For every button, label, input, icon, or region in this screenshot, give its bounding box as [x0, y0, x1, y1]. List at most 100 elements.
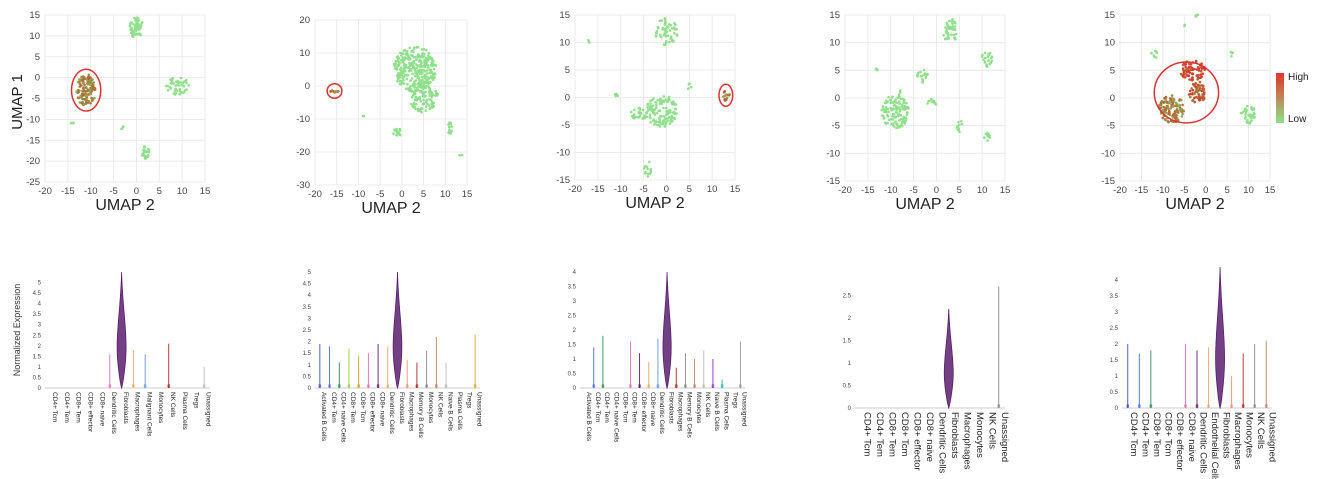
- cell-point: [1153, 49, 1157, 53]
- category-label: CD4+ Tcm: [51, 392, 58, 422]
- cell-point: [174, 80, 178, 84]
- cell-point: [641, 108, 645, 112]
- category-label: NK Cells: [704, 392, 711, 418]
- cell-point: [1198, 88, 1201, 92]
- cell-point: [983, 61, 987, 64]
- expression-legend: High Low: [1276, 72, 1309, 125]
- y-tick-label: 5: [38, 281, 42, 287]
- cell-point: [137, 17, 140, 20]
- cell-point: [649, 99, 652, 103]
- cell-point: [1167, 109, 1171, 113]
- x-tick-label: -10: [84, 186, 98, 197]
- cell-point: [180, 91, 184, 94]
- cell-point: [1162, 105, 1165, 109]
- cell-point: [1202, 91, 1206, 94]
- cell-point: [947, 19, 951, 23]
- cell-point: [662, 106, 665, 110]
- cell-point: [90, 84, 94, 87]
- cell-point: [174, 87, 177, 91]
- cell-point: [1193, 100, 1197, 104]
- cell-point: [988, 62, 991, 66]
- cell-point: [725, 96, 729, 100]
- highlight-circle: [1153, 61, 1220, 124]
- cell-point: [450, 129, 453, 133]
- cell-point: [669, 117, 673, 121]
- cell-point: [416, 107, 420, 111]
- y-tick-label: -5: [832, 121, 840, 132]
- category-label: Unassigned: [999, 412, 1010, 462]
- category-label: Fibroblasts: [398, 392, 405, 425]
- cell-point: [646, 172, 650, 176]
- cell-point: [82, 87, 85, 90]
- cell-point: [670, 114, 673, 118]
- cell-point: [407, 66, 411, 70]
- category-label: Fibroblasts: [122, 392, 129, 425]
- cell-point: [86, 89, 89, 93]
- cell-point: [646, 109, 650, 112]
- y-tick-label: 0.5: [33, 375, 42, 381]
- violin-base: [405, 384, 409, 388]
- cell-point: [687, 82, 691, 86]
- y-tick-label: 0.5: [303, 374, 312, 380]
- cell-point: [669, 37, 672, 40]
- cell-point: [142, 148, 145, 152]
- category-label: Unassigned: [475, 392, 482, 427]
- x-axis-title: UMAP 2: [1165, 196, 1224, 213]
- cell-point: [425, 102, 429, 106]
- cell-point: [643, 114, 646, 117]
- cell-point: [982, 58, 985, 61]
- y-tick-label: 0.5: [1110, 390, 1119, 396]
- cell-point: [1198, 76, 1202, 80]
- cell-point: [668, 122, 672, 125]
- category-label: Fibroblasts: [1220, 412, 1231, 459]
- x-tick-label: -5: [376, 189, 384, 200]
- cell-point: [139, 33, 142, 37]
- cell-point: [653, 108, 656, 112]
- category-label: CD8+ Tem: [631, 392, 638, 423]
- cell-point: [956, 126, 959, 130]
- cell-point: [893, 115, 896, 119]
- cell-point: [985, 64, 989, 67]
- cell-point: [668, 40, 671, 44]
- cell-point: [81, 75, 85, 78]
- cell-point: [399, 79, 403, 83]
- y-tick-label: 4: [38, 302, 42, 308]
- cell-point: [406, 53, 410, 56]
- cell-point: [132, 35, 135, 38]
- cell-point: [672, 39, 675, 43]
- category-label: CD8+ Tcm: [1163, 412, 1174, 457]
- cell-point: [421, 52, 425, 55]
- violin-base: [347, 384, 351, 388]
- cell-point: [89, 86, 92, 90]
- cell-point: [646, 106, 649, 109]
- category-label: Monocytes: [157, 392, 164, 424]
- y-tick-label: -15: [556, 175, 570, 186]
- cell-point: [1231, 51, 1235, 54]
- y-tick-label: 5: [565, 65, 570, 76]
- cell-point: [133, 16, 136, 20]
- cell-point: [179, 81, 182, 84]
- cell-point: [431, 106, 434, 109]
- category-label: Unassigned: [741, 392, 748, 427]
- category-label: CD8+ effector: [369, 392, 376, 433]
- cell-point: [415, 87, 419, 90]
- cell-cluster: [613, 92, 620, 98]
- cell-point: [429, 68, 432, 72]
- cell-cluster: [120, 125, 125, 131]
- cell-cluster: [164, 76, 191, 96]
- cell-point: [69, 121, 73, 125]
- y-tick-label: 0: [573, 386, 577, 392]
- cell-point: [890, 96, 894, 99]
- x-tick-label: 10: [977, 185, 988, 196]
- category-label: Tregs: [466, 392, 473, 409]
- cell-point: [329, 90, 332, 93]
- violin-base: [684, 384, 687, 388]
- cell-point: [902, 101, 906, 104]
- category-label: Dendritic Cells: [937, 412, 948, 473]
- category-label: Plasma Cells: [181, 392, 188, 431]
- x-tick-label: 0: [134, 186, 139, 197]
- cell-point: [649, 116, 652, 120]
- cell-point: [428, 94, 432, 98]
- cell-point: [1159, 103, 1163, 107]
